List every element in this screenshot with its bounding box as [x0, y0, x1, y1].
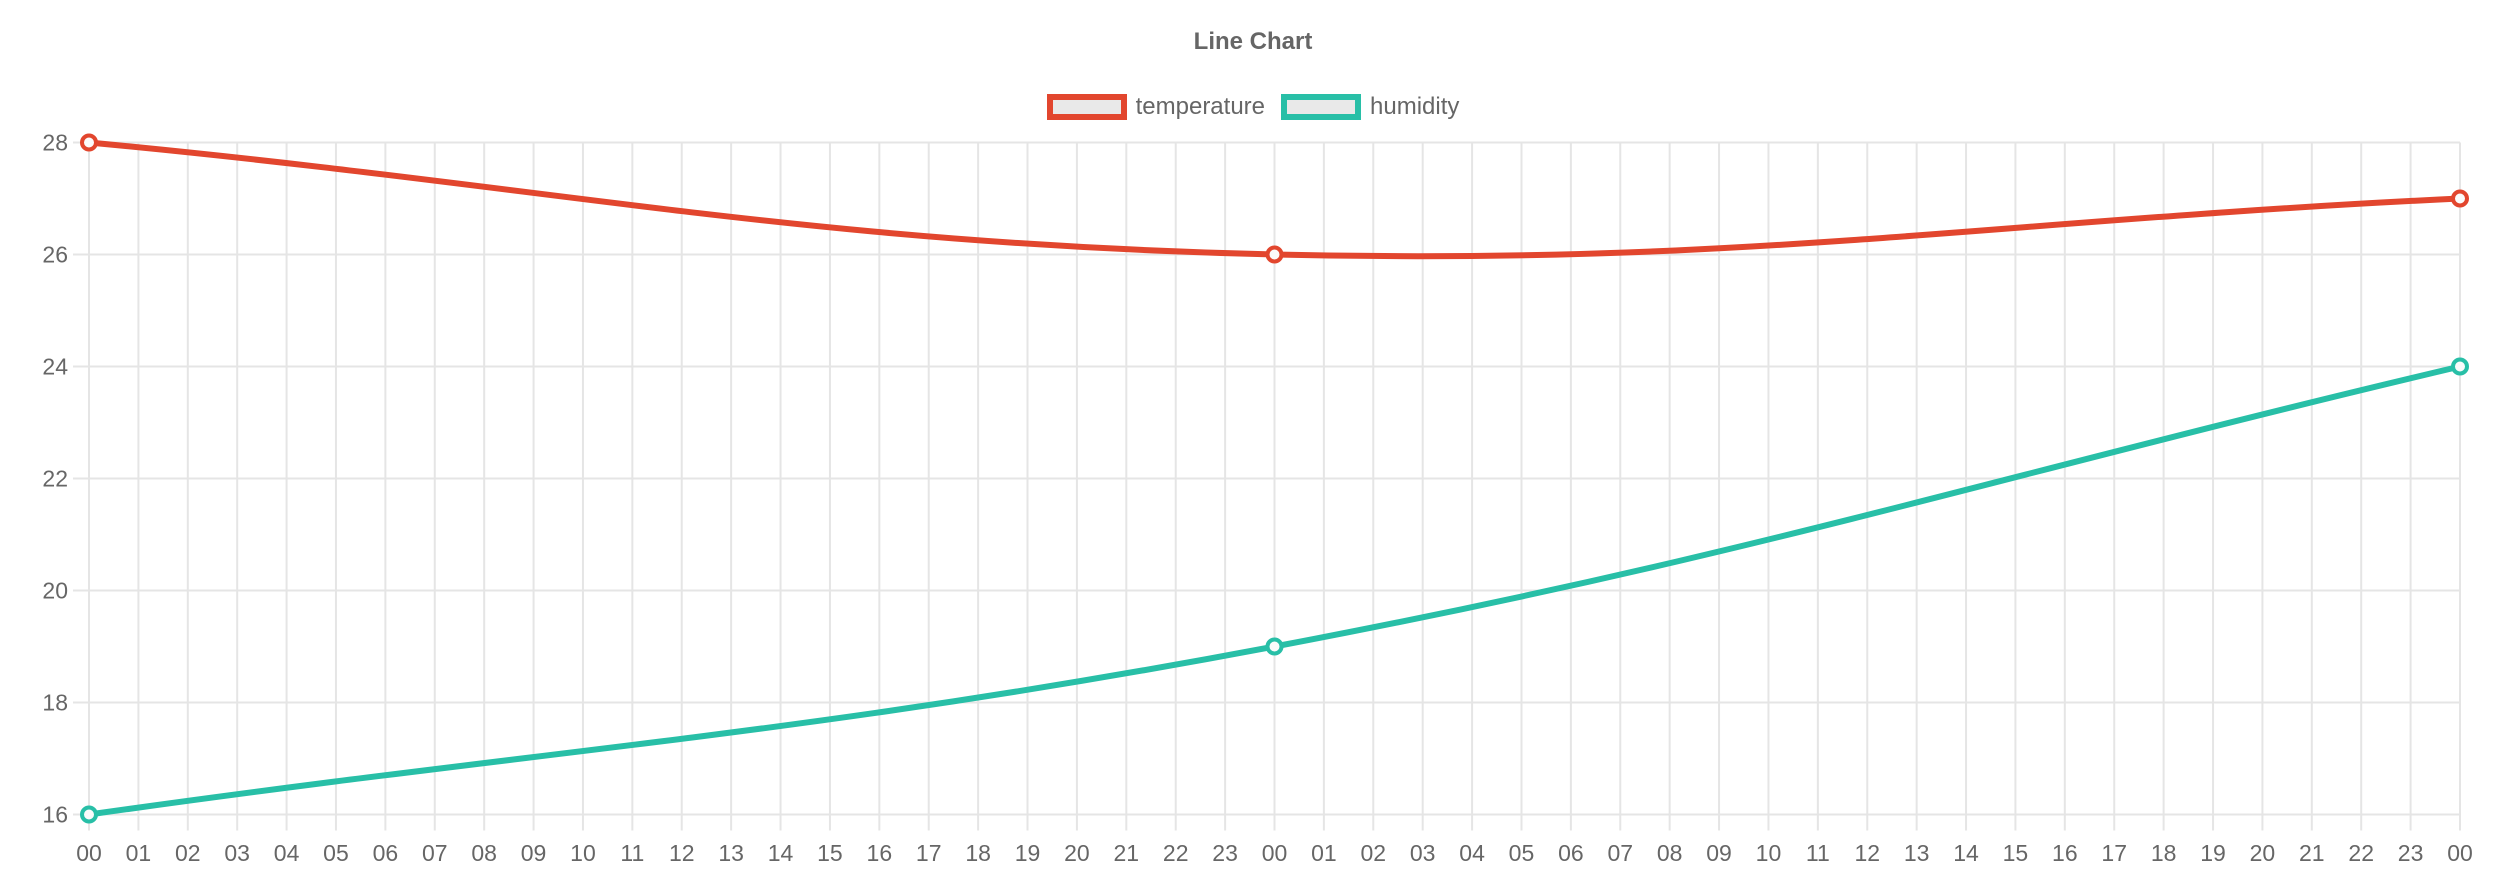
x-tick-label: 14: [768, 840, 794, 866]
data-point-humidity[interactable]: [2451, 357, 2469, 376]
x-tick-label: 00: [1262, 840, 1288, 866]
x-tick-label: 00: [2447, 840, 2473, 866]
chart-title: Line Chart: [1193, 28, 1313, 55]
y-tick-label: 22: [42, 466, 68, 492]
x-tick-label: 07: [1607, 840, 1633, 866]
x-tick-label: 18: [965, 840, 991, 866]
x-tick-label: 12: [1854, 840, 1880, 866]
y-tick-label: 26: [42, 242, 68, 268]
x-axis-grid: 00 01 02 03 04 05 06 07 08 09 10 11 12 13 14 15 16 17 18 19…: [76, 142, 2473, 866]
x-tick-label: 19: [2200, 840, 2226, 866]
x-tick-label: 17: [2101, 840, 2127, 866]
y-tick-label: 16: [42, 802, 68, 828]
legend: temperature humidity: [0, 94, 2506, 120]
x-tick-label: 16: [867, 840, 893, 866]
x-tick-label: 01: [1311, 840, 1337, 866]
x-tick-label: 20: [2250, 840, 2276, 866]
x-tick-label: 11: [620, 840, 644, 866]
y-tick-label: 24: [42, 354, 68, 380]
x-tick-label: 03: [1410, 840, 1436, 866]
data-point-temperature[interactable]: [1265, 245, 1284, 264]
x-tick-label: 20: [1064, 840, 1090, 866]
x-tick-label: 05: [323, 840, 349, 866]
x-tick-label: 18: [2151, 840, 2177, 866]
x-tick-label: 09: [1706, 840, 1732, 866]
x-tick-label: 03: [224, 840, 250, 866]
legend-item-temperature[interactable]: temperature: [1046, 93, 1266, 120]
x-tick-label: 14: [1953, 840, 1979, 866]
x-tick-label: 23: [2398, 840, 2424, 866]
x-tick-label: 17: [916, 840, 942, 866]
legend-swatch-temperature: [1046, 94, 1127, 120]
x-tick-label: 04: [274, 840, 300, 866]
x-tick-label: 08: [1657, 840, 1683, 866]
x-tick-label: 02: [175, 840, 201, 866]
x-tick-label: 12: [669, 840, 695, 866]
x-tick-label: 02: [1360, 840, 1386, 866]
legend-label-temperature: temperature: [1135, 93, 1266, 120]
data-point-humidity[interactable]: [80, 805, 98, 824]
x-tick-label: 06: [1558, 840, 1584, 866]
data-point-humidity[interactable]: [1265, 637, 1284, 656]
series-humidity: [80, 357, 2469, 824]
x-tick-label: 21: [1114, 840, 1140, 866]
x-tick-label: 21: [2299, 840, 2325, 866]
y-tick-label: 20: [42, 578, 68, 604]
x-tick-label: 15: [2003, 840, 2029, 866]
y-axis-grid: 16 18 20 22 24 26 28: [42, 130, 2460, 828]
x-tick-label: 08: [471, 840, 497, 866]
x-tick-label: 13: [1904, 840, 1930, 866]
data-point-temperature[interactable]: [80, 133, 98, 152]
x-tick-label: 10: [1756, 840, 1782, 866]
x-tick-label: 05: [1509, 840, 1535, 866]
x-tick-label: 01: [126, 840, 152, 866]
x-tick-label: 15: [817, 840, 843, 866]
x-tick-label: 13: [718, 840, 744, 866]
x-tick-label: 16: [2052, 840, 2078, 866]
x-tick-label: 22: [1163, 840, 1189, 866]
x-tick-label: 06: [373, 840, 399, 866]
x-tick-label: 07: [422, 840, 448, 866]
data-point-temperature[interactable]: [2451, 189, 2469, 208]
x-tick-label: 10: [570, 840, 596, 866]
x-tick-label: 22: [2348, 840, 2374, 866]
y-tick-label: 28: [42, 130, 68, 156]
legend-swatch-humidity: [1281, 94, 1362, 120]
x-tick-label: 00: [76, 840, 102, 866]
x-tick-label: 04: [1459, 840, 1485, 866]
x-tick-label: 23: [1212, 840, 1238, 866]
legend-label-humidity: humidity: [1370, 93, 1460, 120]
y-tick-label: 18: [42, 690, 68, 716]
x-tick-label: 19: [1015, 840, 1041, 866]
legend-item-humidity[interactable]: humidity: [1281, 94, 1459, 120]
x-tick-label: 11: [1806, 840, 1830, 866]
x-tick-label: 09: [521, 840, 547, 866]
series-temperature: [80, 133, 2469, 264]
